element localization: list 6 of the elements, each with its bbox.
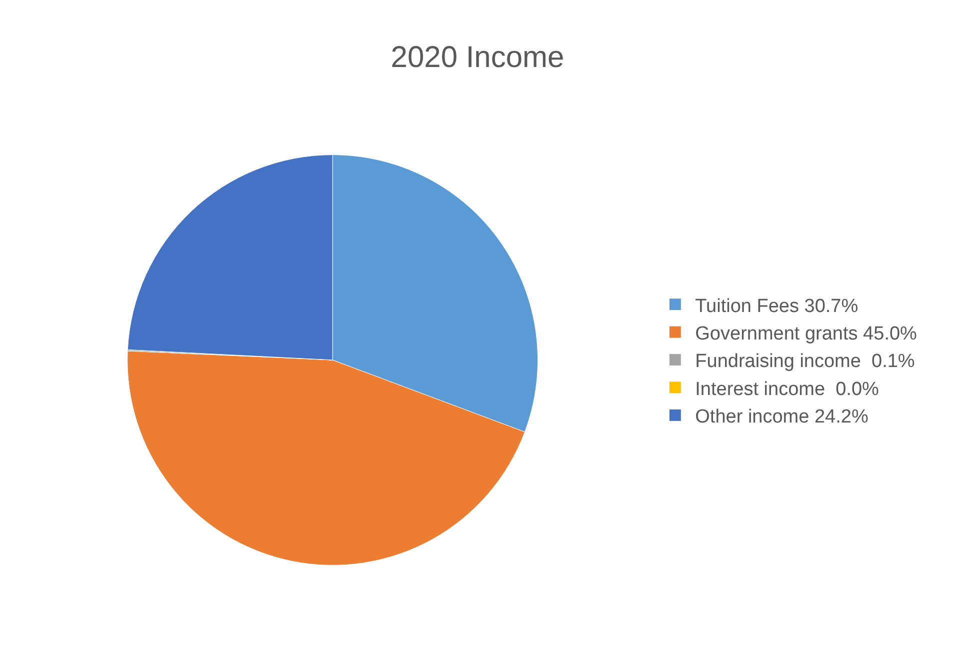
chart-title: 2020 Income: [390, 41, 564, 74]
legend-label: Tuition Fees 30.7%: [695, 296, 858, 317]
legend-label: Fundraising income 0.1%: [695, 351, 915, 372]
legend-label: Government grants 45.0%: [695, 323, 918, 344]
legend-label: Interest income 0.0%: [695, 378, 880, 400]
legend-label: Other income 24.2%: [695, 406, 868, 428]
